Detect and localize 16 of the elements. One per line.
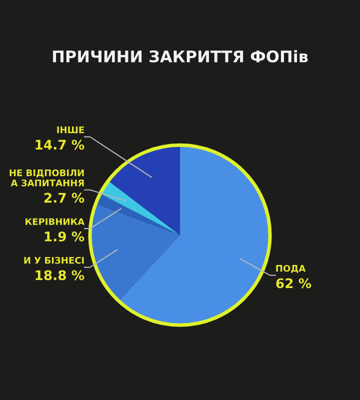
data-label: 62 % [276, 278, 312, 288]
slice-label: И У БІЗНЕСІ [24, 256, 84, 264]
data-label: 14.7 % [36, 140, 84, 150]
pie-slice [96, 194, 180, 236]
pie-slice [108, 145, 180, 236]
data-label: 2.7 % [44, 192, 84, 203]
chart-title: ПРИЧИНИ ЗАКРИТТЯ ФОПів [53, 50, 308, 62]
data-label: 18.8 % [36, 270, 84, 280]
pie-slice [118, 145, 270, 326]
slice-label: НЕ ВІДПОВІЛИ А ЗАПИТАННЯ [10, 169, 84, 186]
pie-slice [100, 180, 180, 236]
slice-label: КЕРІВНИКА [26, 218, 85, 225]
pie-slice [90, 203, 180, 301]
slice-label: ІНШЕ [57, 126, 84, 134]
slice-label: ПОДА [276, 264, 306, 274]
data-label: 1.9 % [44, 232, 84, 242]
